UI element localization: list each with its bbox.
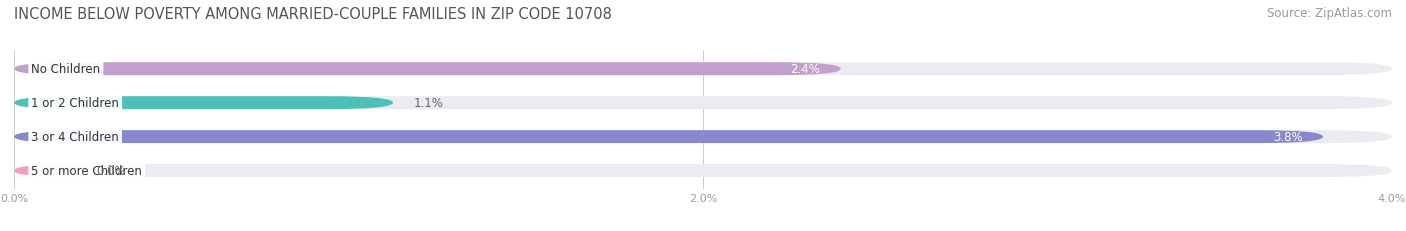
Text: Source: ZipAtlas.com: Source: ZipAtlas.com — [1267, 7, 1392, 20]
FancyBboxPatch shape — [14, 97, 1392, 110]
FancyBboxPatch shape — [14, 63, 1392, 76]
Text: 1 or 2 Children: 1 or 2 Children — [31, 97, 120, 110]
Text: 5 or more Children: 5 or more Children — [31, 164, 142, 177]
Text: 3.8%: 3.8% — [1272, 131, 1302, 143]
FancyBboxPatch shape — [14, 131, 1392, 143]
Text: 0.0%: 0.0% — [97, 164, 127, 177]
Text: 2.4%: 2.4% — [790, 63, 820, 76]
Text: 3 or 4 Children: 3 or 4 Children — [31, 131, 120, 143]
FancyBboxPatch shape — [14, 164, 1392, 177]
FancyBboxPatch shape — [14, 131, 1323, 143]
FancyBboxPatch shape — [11, 164, 80, 177]
Text: 1.1%: 1.1% — [413, 97, 443, 110]
FancyBboxPatch shape — [14, 63, 841, 76]
Text: INCOME BELOW POVERTY AMONG MARRIED-COUPLE FAMILIES IN ZIP CODE 10708: INCOME BELOW POVERTY AMONG MARRIED-COUPL… — [14, 7, 612, 22]
FancyBboxPatch shape — [14, 97, 394, 110]
Text: No Children: No Children — [31, 63, 100, 76]
